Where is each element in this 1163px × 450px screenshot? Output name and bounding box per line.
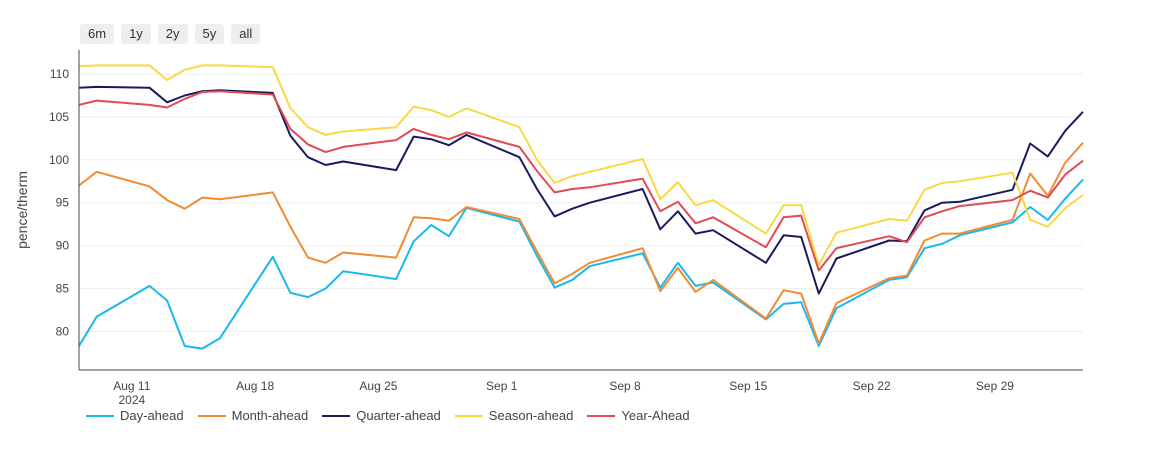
- x-tick-sublabel: 2024: [118, 393, 145, 407]
- y-tick-label: 95: [56, 196, 70, 210]
- y-tick-label: 105: [49, 110, 69, 124]
- legend-item-month-ahead[interactable]: Month-ahead: [197, 408, 309, 423]
- x-tick-label: Sep 8: [609, 379, 641, 393]
- legend-label: Day-ahead: [120, 408, 184, 423]
- series-lines: [78, 64, 1084, 350]
- y-tick-label: 85: [56, 281, 70, 295]
- legend-swatch: [86, 414, 114, 417]
- legend-swatch: [587, 414, 616, 417]
- range-button-1y[interactable]: 1y: [121, 24, 151, 44]
- x-tick-label: Aug 18: [236, 379, 274, 393]
- legend-label: Quarter-ahead: [356, 408, 441, 423]
- legend-item-season-ahead[interactable]: Season-ahead: [454, 408, 574, 423]
- legend-swatch: [454, 414, 483, 417]
- y-axis-label: pence/therm: [14, 171, 30, 249]
- series-line-year-ahead: [78, 90, 1084, 272]
- legend-swatch: [322, 414, 351, 417]
- legend-item-quarter-ahead[interactable]: Quarter-ahead: [322, 408, 441, 423]
- x-tick-label: Sep 29: [976, 379, 1014, 393]
- y-tick-label: 100: [49, 153, 69, 167]
- y-tick-label: 90: [56, 239, 70, 253]
- series-line-quarter-ahead: [78, 85, 1084, 295]
- range-button-5y[interactable]: 5y: [194, 24, 225, 44]
- x-tick-label: Aug 11: [113, 379, 150, 393]
- range-button-6m[interactable]: 6m: [80, 24, 115, 44]
- x-tick-label: Sep 15: [729, 379, 767, 393]
- y-tick-label: 110: [50, 67, 69, 81]
- range-button-2y[interactable]: 2y: [157, 24, 188, 44]
- legend-label: Year-Ahead: [621, 408, 690, 423]
- range-selector: 6m 1y 2y 5y all: [80, 24, 261, 44]
- series-line-season-ahead: [78, 64, 1084, 267]
- legend-label: Month-ahead: [231, 408, 309, 423]
- range-button-all[interactable]: all: [231, 24, 261, 44]
- legend-item-year-ahead[interactable]: Year-Ahead: [587, 408, 690, 423]
- legend-swatch: [197, 414, 226, 417]
- grid-lines: [79, 73, 1083, 332]
- x-tick-label: Aug 25: [359, 379, 397, 393]
- series-line-day-ahead: [78, 178, 1084, 350]
- y-tick-label: 80: [56, 324, 70, 338]
- x-tick-label: Sep 1: [486, 379, 518, 393]
- chart-legend: Day-ahead Month-ahead Quarter-ahead Seas…: [86, 408, 690, 423]
- legend-item-day-ahead[interactable]: Day-ahead: [86, 408, 184, 423]
- series-line-month-ahead: [78, 142, 1084, 345]
- x-tick-label: Sep 22: [853, 379, 891, 393]
- legend-label: Season-ahead: [488, 408, 574, 423]
